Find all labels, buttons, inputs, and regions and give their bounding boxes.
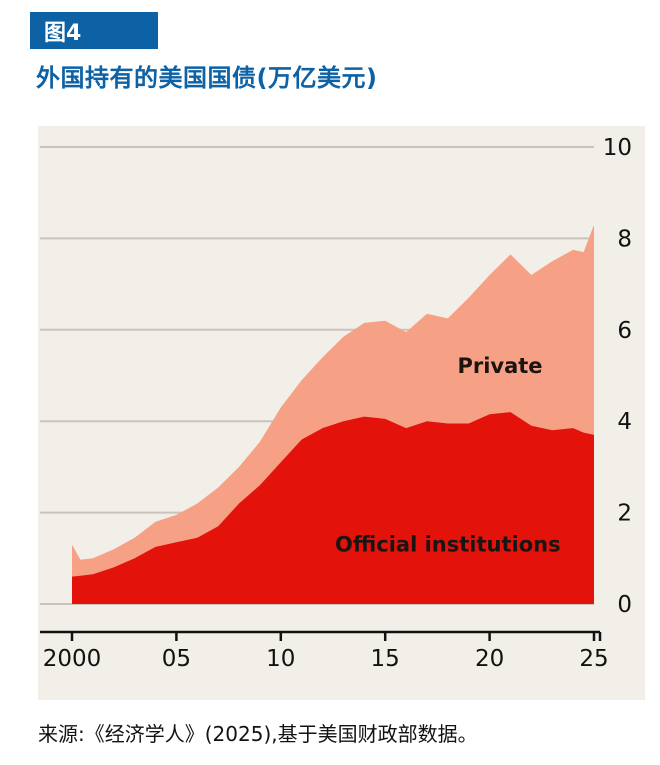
x-tick-label: 15 <box>371 646 400 672</box>
x-tick-label: 05 <box>162 646 191 672</box>
figure-title: 外国持有的美国国债(万亿美元) <box>36 64 378 92</box>
y-tick-label: 0 <box>617 592 632 618</box>
y-tick-label: 2 <box>617 501 632 527</box>
x-tick-label: 10 <box>266 646 295 672</box>
chart-area: 2000 05 10 15 20 25 0 2 4 6 8 10 Private Official ins… <box>38 126 645 700</box>
figure-badge-label: 图4 <box>44 20 82 46</box>
source-note: 来源:《经济学人》(2025),基于美国财政部数据。 <box>38 722 478 746</box>
figure-badge: 图4 <box>30 12 158 49</box>
official-institutions-area <box>72 412 594 604</box>
series-label: Official institutions <box>335 532 561 556</box>
y-tick-label: 10 <box>603 135 632 161</box>
y-tick-label: 4 <box>617 409 632 435</box>
series-label: Private <box>457 354 542 378</box>
x-tick-label: 20 <box>475 646 504 672</box>
chart-svg: 2000 05 10 15 20 25 0 2 4 6 8 10 Private Official ins… <box>40 135 632 672</box>
x-tick-label: 2000 <box>43 646 102 672</box>
x-tick-label: 25 <box>579 646 608 672</box>
y-tick-label: 6 <box>617 318 632 344</box>
y-tick-label: 8 <box>617 226 632 252</box>
